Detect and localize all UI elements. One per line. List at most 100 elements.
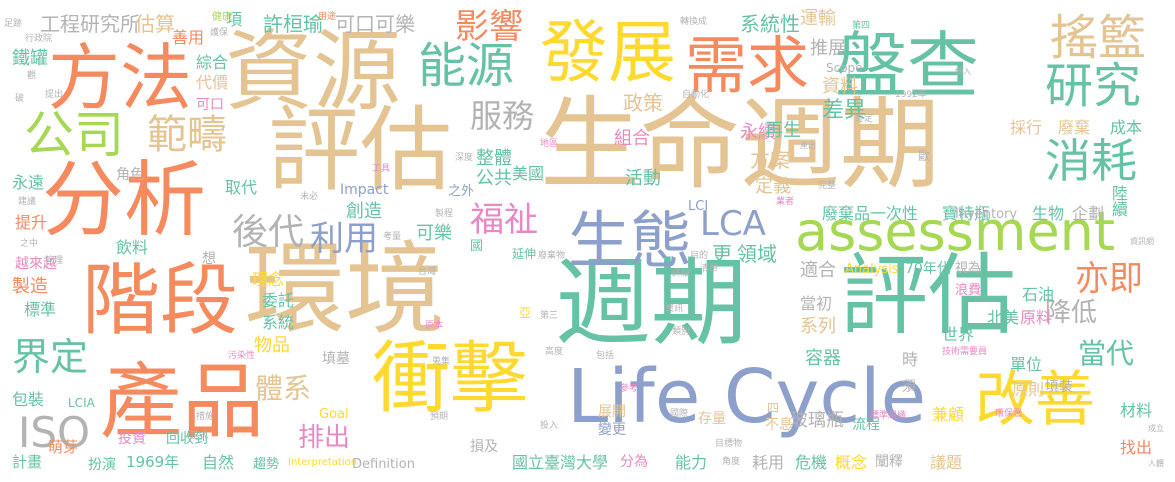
word-manage: 管理	[45, 256, 64, 266]
word-ceaseless: 不息	[765, 417, 793, 433]
word-crisis: 危機	[795, 453, 828, 472]
word-harm: 損及	[470, 439, 498, 455]
word-data: 資料	[822, 76, 858, 97]
word-demand: 需求	[685, 29, 810, 102]
word-footprint: 足跡	[4, 19, 23, 29]
word-region: 地區	[540, 139, 559, 149]
word-angle: 角度	[722, 457, 741, 467]
word-improve: 改善	[975, 365, 1095, 435]
word-lci: LCI	[688, 199, 709, 214]
word-complete: 完整	[818, 181, 837, 191]
word-company: 公司	[24, 106, 124, 164]
word-principle: 原則	[1012, 380, 1045, 399]
word-assess-sand: 評估	[268, 97, 453, 204]
word-contemporary: 當代	[1078, 337, 1135, 370]
word-replace: 取代	[225, 178, 258, 197]
word-scope: 範疇	[147, 112, 227, 158]
word-convert: 轉換成	[680, 17, 708, 27]
word-successively: 陸續	[1109, 185, 1128, 217]
word-purpose: 用途	[318, 12, 337, 22]
word-human-body: 人體	[1148, 459, 1164, 468]
word-automation: 自動化	[682, 90, 710, 100]
word-difference: 差異	[822, 98, 867, 123]
word-estimate: 估算	[135, 12, 175, 36]
word-manufacture: 製造	[12, 276, 48, 297]
word-originally: 當初	[800, 294, 833, 313]
word-interpretation: Interpretation	[288, 457, 358, 468]
word-cost: 成本	[1110, 118, 1143, 137]
word-nature: 自然	[202, 453, 235, 472]
word-life-cycle: Life Cycle	[567, 354, 927, 440]
word-role: 角色	[116, 167, 144, 183]
word-can: 鐵罐	[12, 48, 48, 69]
word-recycle-to: 回收到	[166, 431, 208, 447]
word-view: 觀	[27, 71, 37, 81]
word-analysis: 分析	[42, 153, 207, 248]
word-entrust: 委託	[262, 291, 295, 310]
word-unfold: 展開	[598, 404, 626, 420]
word-international: 國際	[670, 409, 689, 419]
word-reduce: 降低	[1045, 298, 1098, 328]
word-concept: 概念	[835, 453, 868, 472]
word-article: 物品	[254, 335, 290, 356]
word-change: 變更	[598, 422, 626, 438]
word-waste: 浪費	[955, 283, 982, 298]
word-70s: 70年代	[905, 261, 951, 277]
word-manufacturing-process: 製程	[435, 209, 454, 219]
word-beverage: 飲料	[116, 238, 149, 257]
word-third: 第三	[540, 311, 559, 321]
word-container: 容器	[805, 348, 841, 369]
word-expect: 預期	[430, 412, 449, 422]
word-transport: 運輸	[800, 8, 836, 29]
word-lifecycle-zh: 生命週期	[540, 86, 940, 203]
word-scope-en: Scope	[826, 61, 863, 75]
word-renew: 再生	[765, 120, 801, 141]
word-ability: 能力	[675, 453, 708, 472]
word-price: 代價	[196, 73, 229, 92]
word-world: 世界	[942, 325, 975, 344]
word-cola: 可樂	[416, 223, 452, 244]
word-item: 項	[226, 10, 243, 29]
word-consideration: 考量	[383, 232, 402, 242]
word-explain: 闡釋	[875, 454, 903, 470]
word-impact-en: Impact	[340, 182, 389, 198]
word-protect: 護保	[210, 28, 229, 38]
word-waste-material: 廢棄物	[538, 251, 566, 261]
word-consume: 消耗	[1045, 134, 1137, 188]
word-stage: 階段	[82, 256, 239, 346]
word-list: 清單	[700, 264, 719, 274]
word-raw-material: 原料	[1020, 308, 1053, 327]
word-lcia: LCIA	[68, 396, 95, 410]
word-executive-yuan: 行政院	[25, 34, 53, 44]
word-output: 產出	[800, 141, 816, 150]
word-among: 之中	[20, 239, 39, 249]
word-1969: 1969年	[126, 453, 180, 471]
word-enhance: 提升	[15, 213, 48, 232]
word-not-necessarily: 未必	[300, 192, 319, 202]
word-petroleum: 石油	[1022, 285, 1055, 304]
word-combination: 組合	[614, 128, 650, 149]
word-assessment: assessment	[795, 200, 1116, 263]
word-original: 原本	[425, 321, 444, 331]
word-objective: 目的	[690, 251, 709, 261]
word-include-in: 納入	[955, 67, 971, 76]
word-tech-staff: 技術需要員	[942, 347, 988, 357]
word-target: 目標物	[715, 439, 743, 449]
word-standard: 標準	[24, 300, 57, 319]
word-detail: 詳細	[672, 269, 691, 279]
word-balance: 兼顧	[932, 405, 965, 424]
word-overall: 整體	[476, 148, 512, 169]
word-impact: 衝擊	[372, 334, 529, 424]
word-disposable: 廢棄品一次性	[822, 204, 919, 223]
word-invest: 投資	[118, 431, 146, 447]
word-expend: 耗用	[752, 453, 785, 472]
word-health: 健康	[212, 12, 232, 23]
word-influence: 影響	[455, 7, 523, 47]
word-must: 須	[902, 379, 916, 395]
word-reference: 參考	[620, 384, 639, 394]
word-adopt: 採行	[1010, 118, 1043, 137]
word-system: 體系	[255, 372, 312, 405]
word-include: 包括	[596, 351, 615, 361]
word-discard: 廢棄	[1058, 118, 1091, 137]
